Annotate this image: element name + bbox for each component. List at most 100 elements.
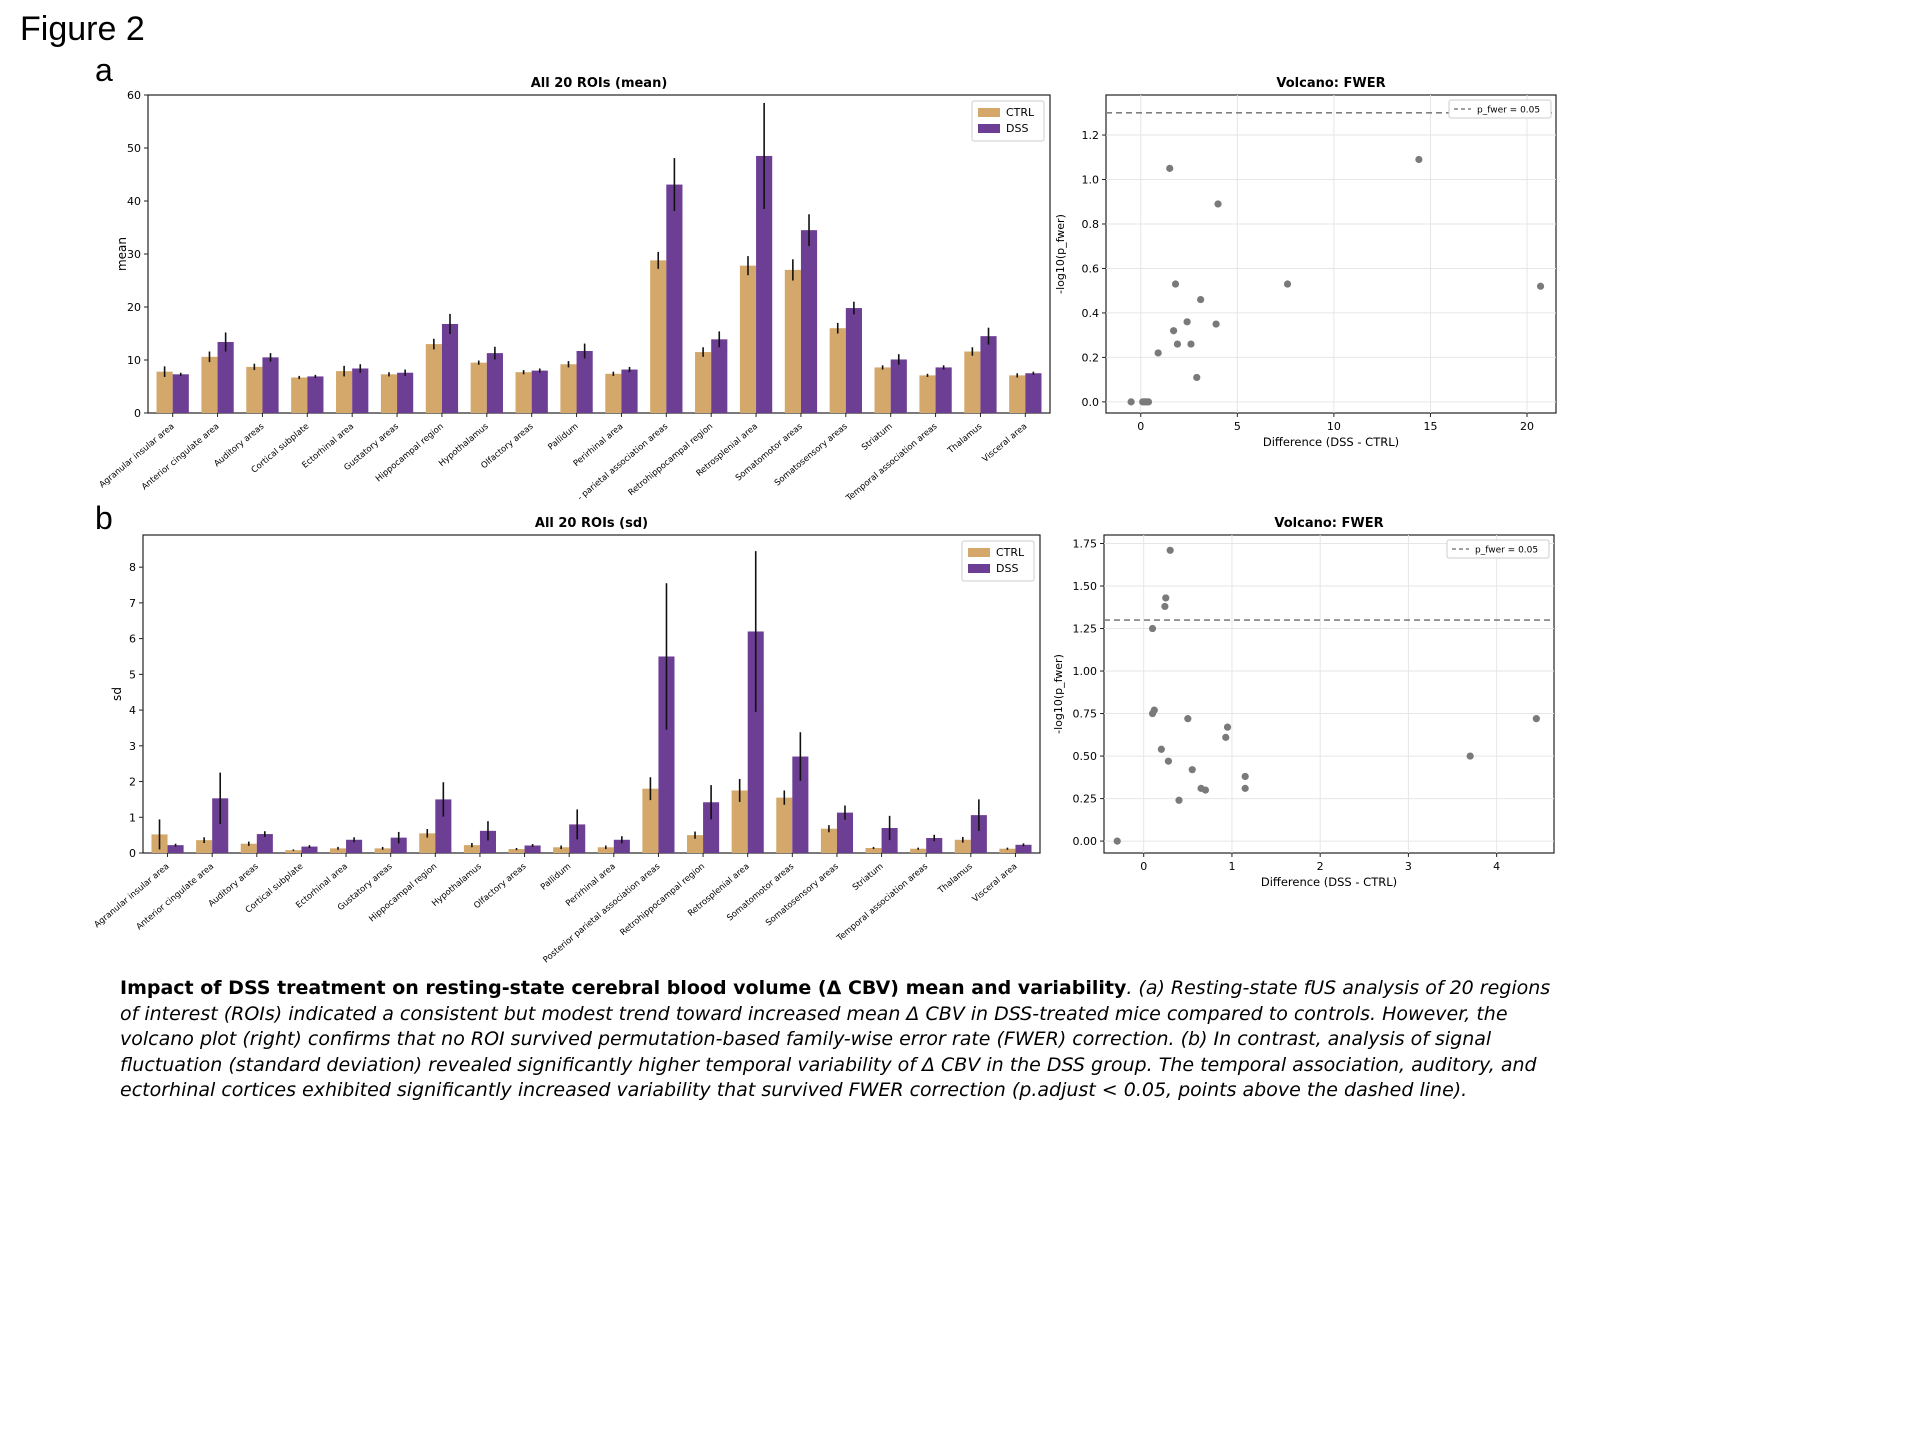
ctrl-bar xyxy=(874,367,891,413)
legend-ctrl-swatch xyxy=(968,548,990,557)
legend-dss-swatch xyxy=(978,124,1000,133)
legend-ctrl-label: CTRL xyxy=(1006,106,1035,119)
ctrl-bar xyxy=(419,833,436,853)
scatter-point xyxy=(1532,715,1540,723)
legend-ctrl-swatch xyxy=(978,108,1000,117)
plot-frame xyxy=(1105,94,1557,414)
x-tick-label: 20 xyxy=(1520,420,1534,433)
ctrl-bar xyxy=(463,845,480,853)
legend-box xyxy=(1448,99,1552,119)
dss-bar xyxy=(524,845,541,853)
plot-frame xyxy=(1103,534,1555,854)
x-tick-label: 15 xyxy=(1423,420,1437,433)
dss-bar xyxy=(301,846,318,853)
scatter-point xyxy=(1193,373,1201,382)
dss-bar xyxy=(890,359,907,413)
y-tick-label: 1.25 xyxy=(1073,623,1098,636)
y-axis-label: -log10(p_fwer) xyxy=(1054,214,1067,294)
legend-threshold-label: p_fwer = 0.05 xyxy=(1477,106,1540,116)
scatter-point xyxy=(1184,715,1192,723)
dss-bar xyxy=(167,845,184,853)
dss-bar xyxy=(711,339,728,413)
dss-bar xyxy=(397,372,414,413)
scatter-point xyxy=(1154,349,1162,357)
scatter-point xyxy=(1164,757,1173,765)
y-tick-label: 20 xyxy=(127,301,141,314)
scatter-point xyxy=(1415,155,1423,164)
legend-threshold-label: p_fwer = 0.05 xyxy=(1475,546,1538,556)
dss-bar xyxy=(926,837,943,853)
scatter-point xyxy=(1166,164,1174,172)
dss-bar xyxy=(172,374,189,413)
ctrl-bar xyxy=(731,790,748,853)
y-tick-label: 6 xyxy=(129,633,136,646)
scatter-point xyxy=(1166,546,1174,554)
caption-bold: Impact of DSS treatment on resting-state… xyxy=(120,977,1127,999)
scatter-point xyxy=(1175,796,1183,804)
dss-bar xyxy=(479,830,496,853)
ctrl-bar xyxy=(285,850,302,853)
dss-bar xyxy=(756,155,773,413)
caption-text: . (a) Resting-state fUS analysis of 20 r… xyxy=(120,977,1551,1101)
ctrl-bar xyxy=(784,269,801,413)
plot-frame xyxy=(142,534,1041,854)
panel-label-a: a xyxy=(95,52,113,88)
y-tick-label: 1.0 xyxy=(1082,174,1100,187)
legend-dss-label: DSS xyxy=(996,562,1018,575)
scatter-point xyxy=(1127,398,1135,406)
panel-label-b: b xyxy=(95,500,113,536)
y-tick-label: 0.8 xyxy=(1082,218,1100,231)
ctrl-bar xyxy=(642,788,659,853)
figure-caption: Impact of DSS treatment on resting-state… xyxy=(120,976,1560,1104)
y-tick-label: 7 xyxy=(129,597,136,610)
ctrl-bar xyxy=(919,375,936,413)
ctrl-bar xyxy=(380,374,398,413)
scatter-point xyxy=(1536,282,1545,290)
legend-dss-swatch xyxy=(968,564,990,573)
y-tick-label: 0.75 xyxy=(1073,708,1098,721)
ctrl-bar xyxy=(553,847,570,853)
scatter-point xyxy=(1148,624,1157,633)
ctrl-bar xyxy=(201,356,218,413)
scatter-point xyxy=(1212,320,1220,328)
ctrl-bar xyxy=(829,328,846,413)
y-tick-label: 0.50 xyxy=(1073,750,1098,763)
x-tick-label: 4 xyxy=(1493,860,1500,873)
y-tick-label: 2 xyxy=(129,776,136,789)
dss-bar xyxy=(935,367,952,413)
ctrl-bar xyxy=(240,843,257,853)
dss-bar xyxy=(845,308,862,413)
scatter-point xyxy=(1171,280,1180,288)
y-tick-label: 1 xyxy=(129,811,136,824)
dss-bar xyxy=(666,184,683,413)
scatter-point xyxy=(1157,745,1165,753)
scatter-point xyxy=(1188,766,1196,774)
dss-bar xyxy=(621,369,638,413)
ctrl-bar xyxy=(597,847,614,853)
ctrl-bar xyxy=(687,835,704,853)
x-tick-label: 0 xyxy=(1140,860,1147,873)
dss-bar xyxy=(703,802,720,853)
dss-bar xyxy=(346,839,363,853)
scatter-point xyxy=(1173,340,1182,348)
legend-ctrl-label: CTRL xyxy=(996,546,1025,559)
dss-bar xyxy=(441,323,459,413)
y-axis-label: sd xyxy=(110,687,124,701)
ctrl-bar xyxy=(291,377,308,413)
y-tick-label: 0.25 xyxy=(1073,793,1098,806)
dss-bar xyxy=(1015,844,1032,853)
dss-bar xyxy=(262,357,279,413)
dss-bar xyxy=(658,656,675,853)
ctrl-bar xyxy=(470,362,487,413)
scatter-point xyxy=(1144,398,1153,406)
x-tick-label: 3 xyxy=(1405,860,1412,873)
dss-bar xyxy=(613,839,630,853)
ctrl-bar xyxy=(964,351,981,413)
ctrl-bar xyxy=(999,848,1016,853)
dss-bar xyxy=(980,336,997,413)
scatter-point xyxy=(1214,200,1222,208)
dss-bar xyxy=(747,631,764,853)
